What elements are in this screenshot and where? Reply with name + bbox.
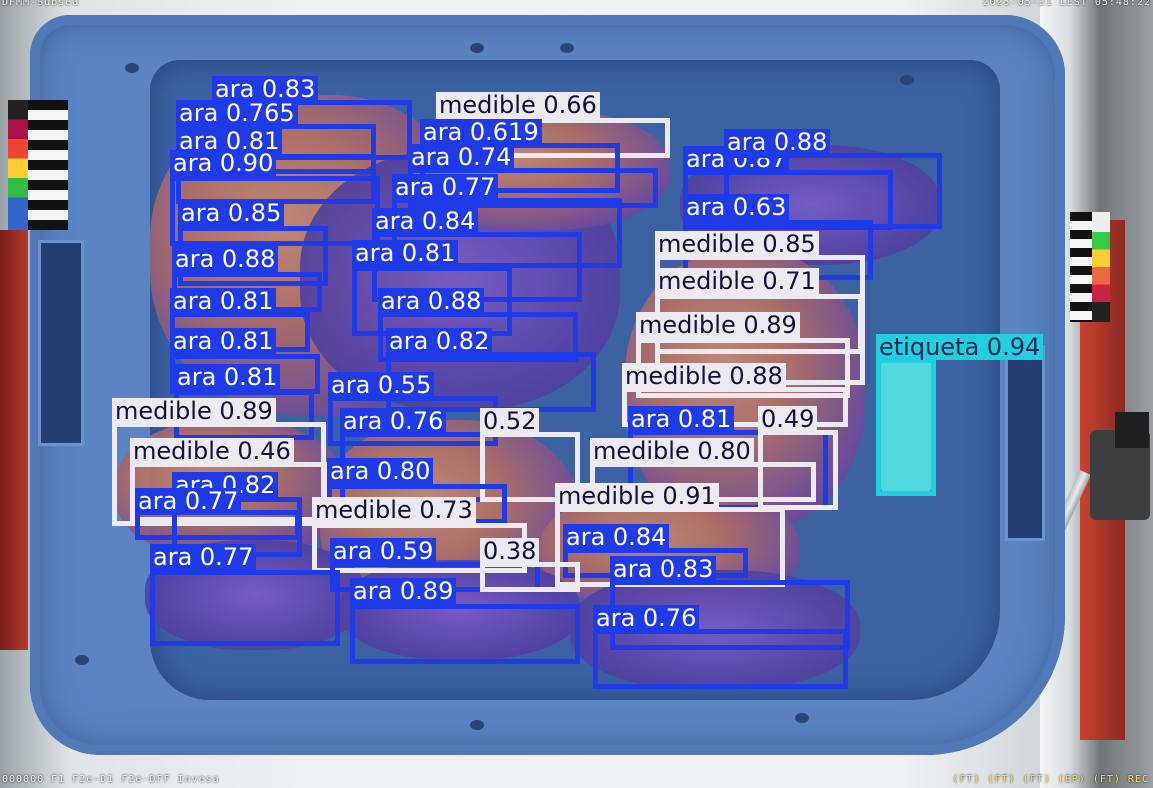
ara-detection-label: ara 0.81 [176, 128, 283, 154]
medible-detection-label: 0.38 [480, 538, 540, 564]
ara-detection-label: ara 0.88 [172, 246, 279, 272]
medible-detection-label: medible 0.66 [436, 92, 600, 118]
medible-detection-label: 0.52 [480, 408, 540, 434]
medible-detection-label: medible 0.89 [636, 312, 800, 338]
ara-detection-label: ara 0.76 [340, 408, 447, 434]
medible-detection-label: medible 0.80 [590, 438, 754, 464]
ara-detection-label: ara 0.63 [683, 194, 790, 220]
ara-detection-label: ara 0.77 [150, 544, 257, 570]
overlay-top-left: DFMM-Subsea [2, 0, 80, 8]
color-scale-right-swatches [1092, 212, 1110, 322]
ara-bounding-box [593, 629, 848, 689]
ara-detection-label: ara 0.80 [327, 458, 434, 484]
overlay-bottom-left: 000000 F1 F2e-D1 F2e-DFF Invesa [2, 774, 220, 785]
ara-detection-label: ara 0.84 [372, 208, 479, 234]
ara-detection-label: ara 0.88 [378, 288, 485, 314]
ara-detection-label: ara 0.83 [212, 76, 319, 102]
ara-bounding-box [378, 312, 578, 362]
bracket-hole [1115, 412, 1149, 448]
ara-detection-label: ara 0.90 [170, 150, 277, 176]
ara-detection-label: ara 0.83 [610, 556, 717, 582]
medible-detection-label: medible 0.73 [312, 497, 476, 523]
medible-detection-label: medible 0.88 [622, 363, 786, 389]
crate-handle-right [1005, 345, 1045, 541]
color-scale-left-swatches [8, 100, 28, 230]
label-slip [881, 360, 931, 492]
ara-detection-label: ara 0.55 [328, 372, 435, 398]
ara-detection-label: ara 0.77 [392, 174, 499, 200]
ara-detection-label: ara 0.77 [135, 488, 242, 514]
ara-detection-label: ara 0.81 [174, 364, 281, 390]
crate-hole [470, 43, 484, 53]
crate-hole [795, 713, 809, 723]
shrimp-pile [340, 560, 580, 660]
ara-detection-label: ara 0.89 [350, 578, 457, 604]
crate-hole [560, 43, 574, 53]
medible-detection-label: medible 0.91 [555, 483, 719, 509]
etiqueta-detection-label: etiqueta 0.94 [876, 334, 1044, 360]
medible-detection-label: medible 0.85 [655, 231, 819, 257]
ara-detection-label: ara 0.76 [593, 605, 700, 631]
crate-hole [900, 75, 914, 85]
medible-detection-label: medible 0.89 [112, 398, 276, 424]
ara-detection-label: ara 0.74 [408, 144, 515, 170]
ara-detection-label: ara 0.88 [724, 129, 831, 155]
medible-bounding-box [480, 562, 580, 592]
ara-detection-label: ara 0.85 [178, 200, 285, 226]
overlay-bottom-right: (FT) (FT) (FT) (EP) (FT) REC [952, 774, 1149, 785]
ara-detection-label: ara 0.765 [176, 100, 298, 126]
crate-hole [125, 63, 139, 73]
medible-bounding-box [622, 387, 848, 427]
ara-detection-label: ara 0.81 [352, 240, 459, 266]
ara-detection-label: ara 0.81 [170, 288, 277, 314]
crate-hole [75, 655, 89, 665]
etiqueta-bounding-box [876, 358, 936, 496]
ara-detection-label: ara 0.81 [628, 406, 735, 432]
medible-detection-label: medible 0.46 [130, 438, 294, 464]
crate-handle-left [38, 240, 84, 446]
ara-detection-label: ara 0.619 [420, 119, 542, 145]
ara-detection-label: ara 0.59 [330, 538, 437, 564]
overlay-top-right: 2025-05-31 LEST 05:48:22 [982, 0, 1151, 8]
ara-bounding-box [350, 604, 580, 664]
ara-bounding-box [724, 153, 942, 229]
medible-bounding-box [758, 430, 838, 510]
ara-detection-label: ara 0.81 [170, 328, 277, 354]
medible-detection-label: 0.49 [758, 406, 818, 432]
medible-bounding-box [480, 432, 580, 502]
medible-detection-label: medible 0.71 [655, 268, 819, 294]
ara-bounding-box [150, 570, 340, 646]
red-table-edge-left [0, 230, 28, 650]
ara-detection-label: ara 0.82 [386, 328, 493, 354]
ara-detection-label: ara 0.84 [563, 524, 670, 550]
crate-hole [470, 720, 484, 730]
medible-bounding-box [112, 422, 326, 526]
